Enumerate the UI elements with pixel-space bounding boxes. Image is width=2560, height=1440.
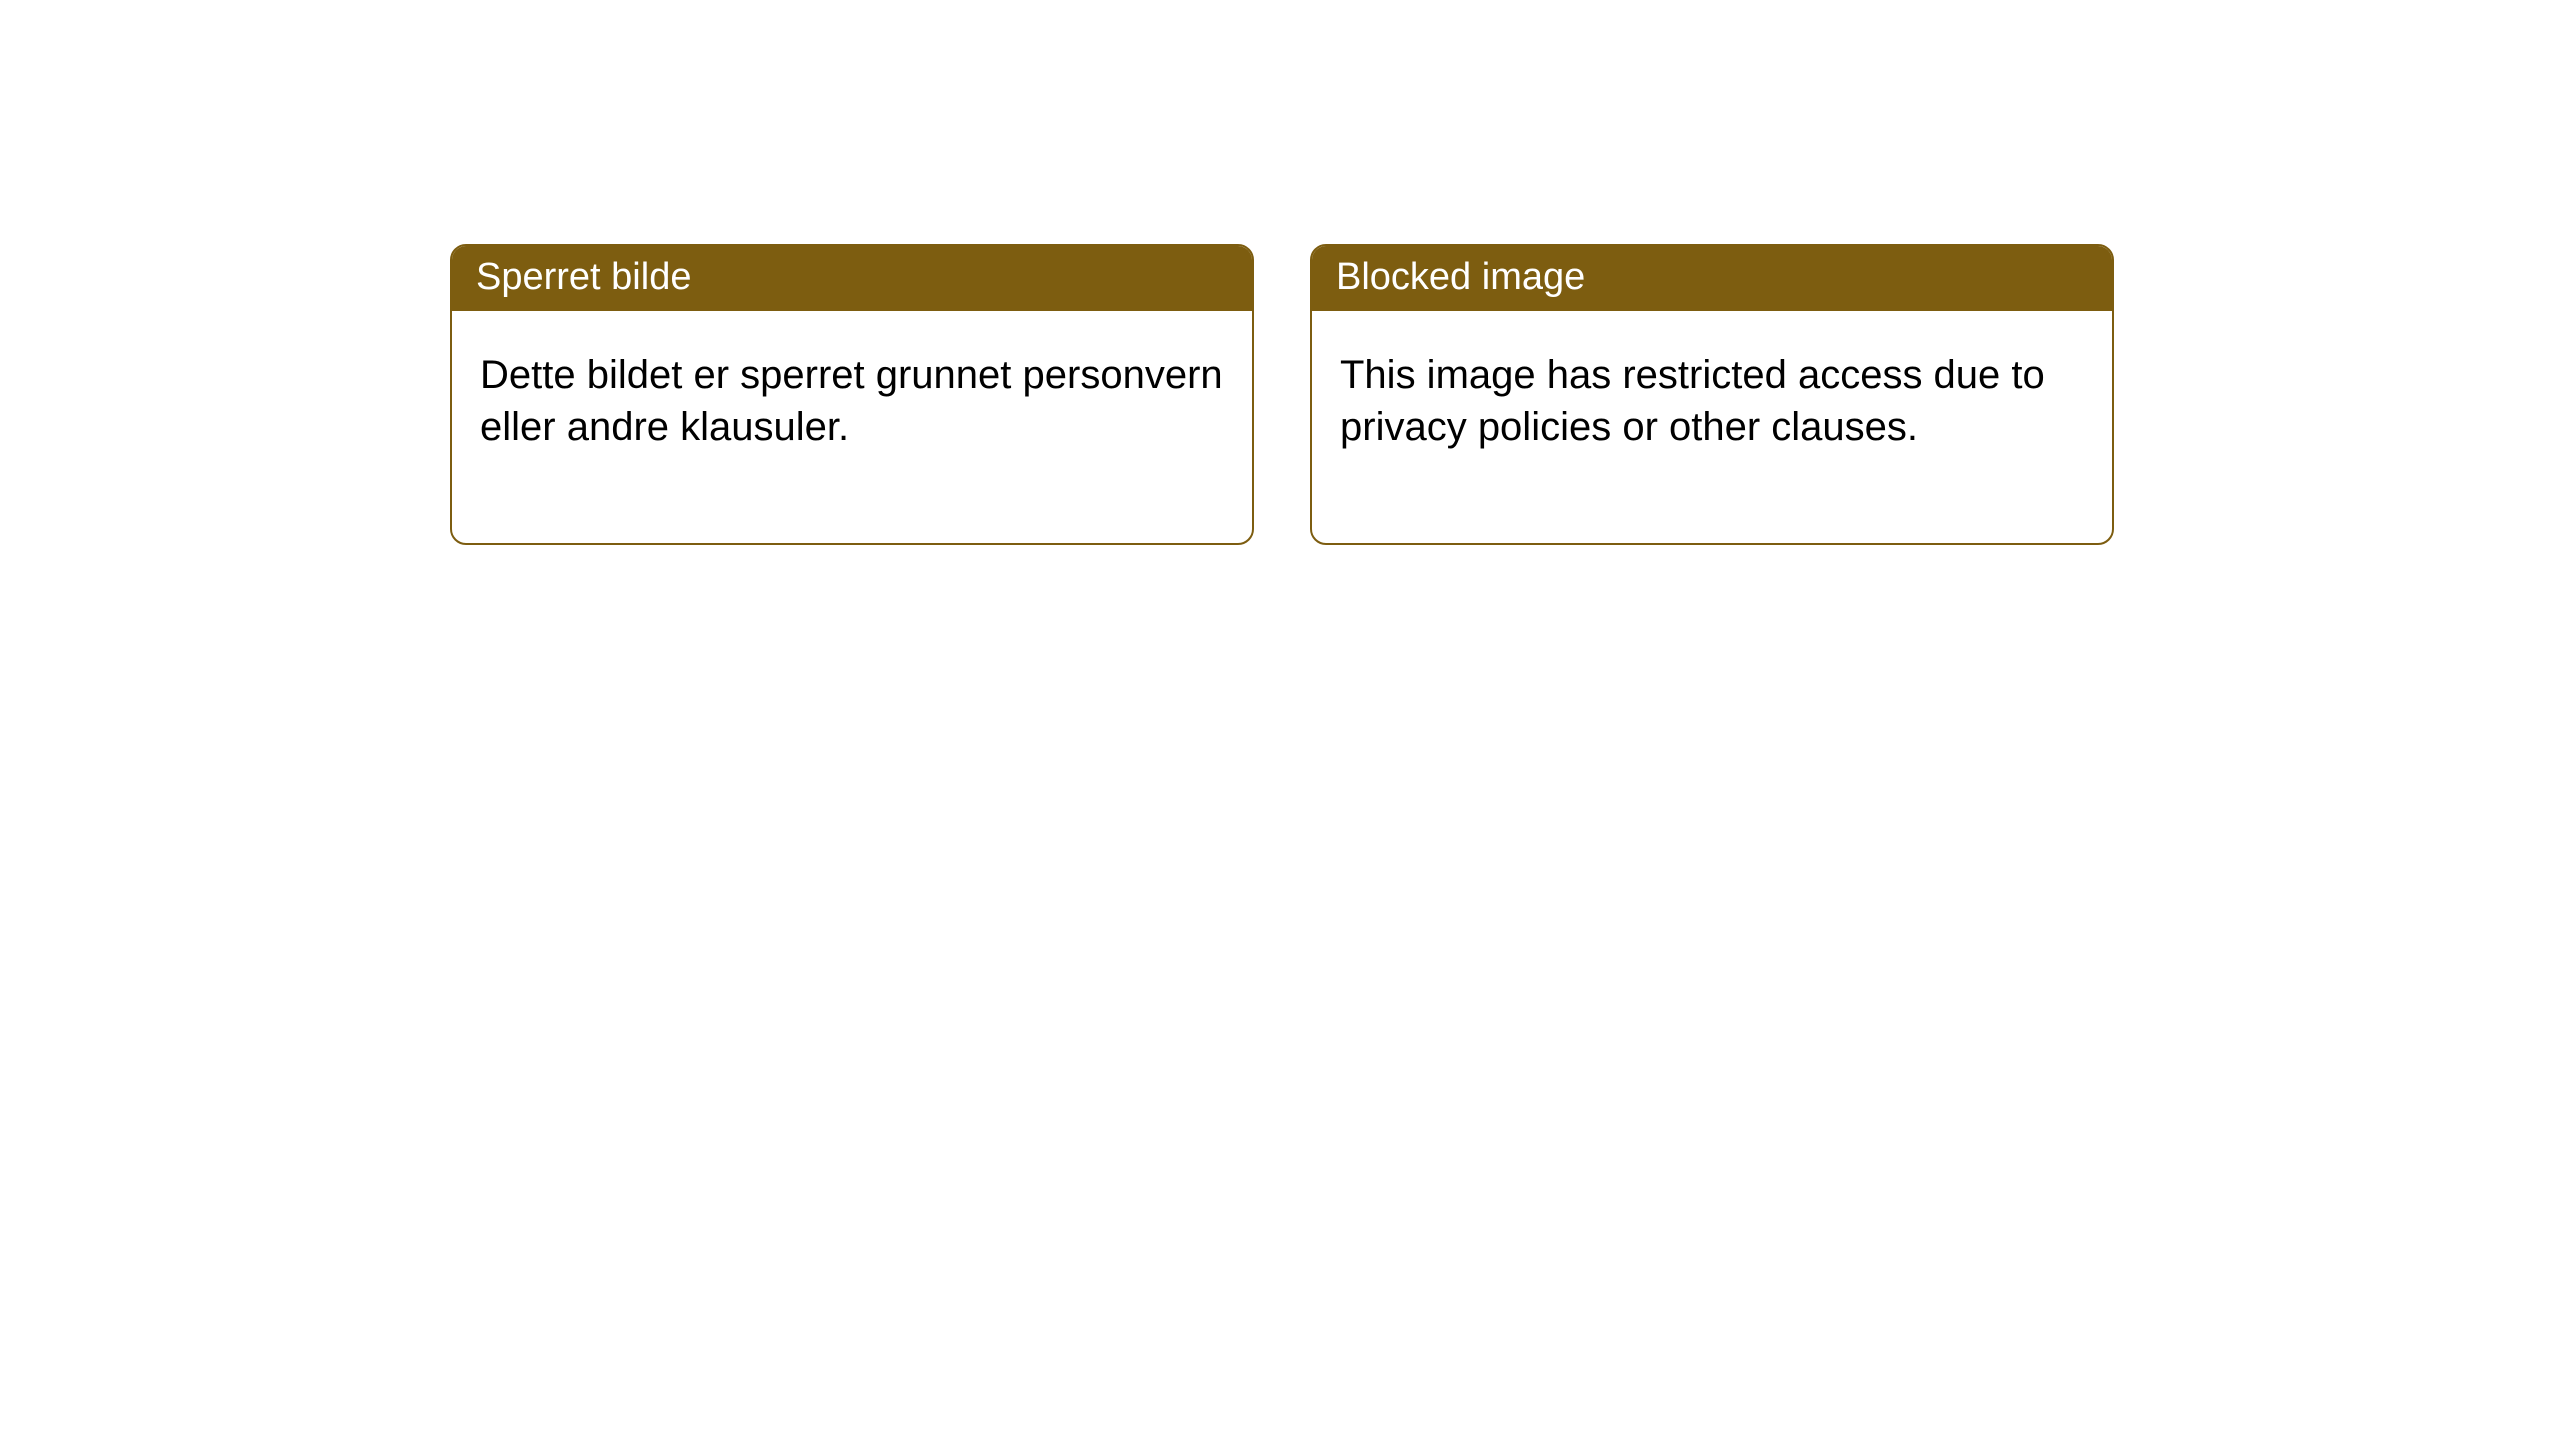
card-header: Blocked image — [1312, 246, 2112, 311]
card-body: This image has restricted access due to … — [1312, 311, 2112, 543]
blocked-image-card-english: Blocked image This image has restricted … — [1310, 244, 2114, 545]
card-title: Blocked image — [1336, 256, 1585, 298]
blocked-image-card-norwegian: Sperret bilde Dette bildet er sperret gr… — [450, 244, 1254, 545]
card-title: Sperret bilde — [476, 256, 691, 298]
card-message: This image has restricted access due to … — [1340, 353, 2045, 449]
card-message: Dette bildet er sperret grunnet personve… — [480, 353, 1223, 449]
card-body: Dette bildet er sperret grunnet personve… — [452, 311, 1252, 543]
notice-container: Sperret bilde Dette bildet er sperret gr… — [0, 0, 2560, 545]
card-header: Sperret bilde — [452, 246, 1252, 311]
